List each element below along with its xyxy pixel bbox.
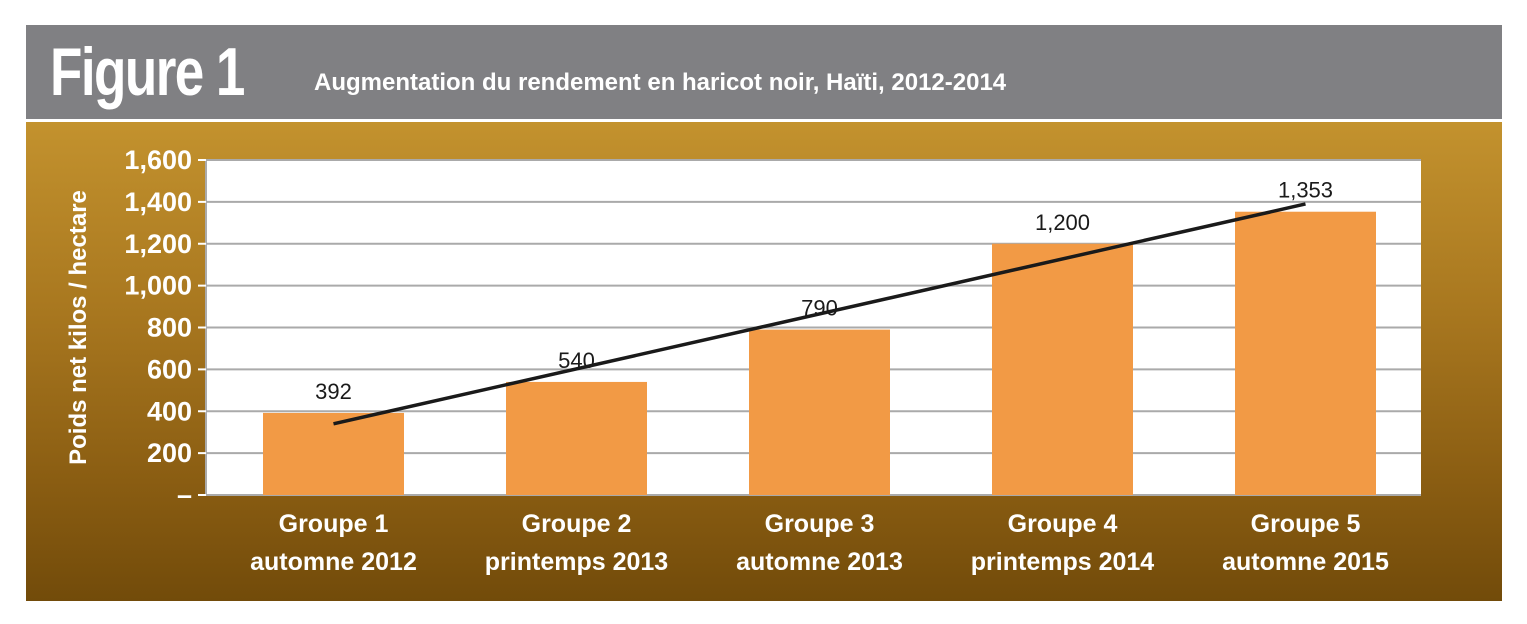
data-label-4: 1,200 — [1035, 210, 1090, 235]
y-tick-label-2: 400 — [147, 396, 192, 426]
x-tick-label-4-line-1: Groupe 4 — [1008, 510, 1118, 538]
header-divider — [26, 119, 1502, 122]
y-tick-label-6: 1,200 — [124, 229, 192, 259]
figure-title: Augmentation du rendement en haricot noi… — [314, 69, 1007, 96]
x-tick-label-4-line-2: printemps 2014 — [971, 548, 1155, 576]
y-tick-label-5: 1,000 — [124, 271, 192, 301]
bar-4 — [992, 243, 1133, 495]
x-tick-label-5-line-2: automne 2015 — [1222, 548, 1389, 576]
x-tick-label-1-line-1: Groupe 1 — [279, 510, 389, 538]
bar-5 — [1235, 211, 1376, 495]
data-label-5: 1,353 — [1278, 178, 1333, 203]
y-tick-label-3: 600 — [147, 354, 192, 384]
x-tick-label-2-line-1: Groupe 2 — [522, 510, 632, 538]
bar-1 — [263, 412, 404, 495]
y-tick-label-1: 200 — [147, 438, 192, 468]
figure-label: Figure 1 — [50, 34, 245, 110]
x-tick-label-3-line-2: automne 2013 — [736, 548, 903, 576]
figure-header: Figure 1 Augmentation du rendement en ha… — [26, 25, 1502, 119]
x-tick-label-3-line-1: Groupe 3 — [765, 510, 875, 538]
y-tick-label-7: 1,400 — [124, 187, 192, 217]
y-tick-label-4: 800 — [147, 313, 192, 343]
x-tick-label-1-line-2: automne 2012 — [250, 548, 417, 576]
data-label-1: 392 — [315, 379, 352, 404]
y-tick-label-8: 1,600 — [124, 145, 192, 175]
trendline — [333, 202, 1306, 426]
bar-3 — [749, 329, 890, 495]
y-tick-label-0: – — [177, 480, 192, 510]
x-tick-label-5-line-1: Groupe 5 — [1251, 510, 1361, 538]
bar-2 — [506, 381, 647, 495]
y-axis-title: Poids net kilos / hectare — [65, 190, 92, 465]
x-tick-label-2-line-2: printemps 2013 — [485, 548, 668, 576]
